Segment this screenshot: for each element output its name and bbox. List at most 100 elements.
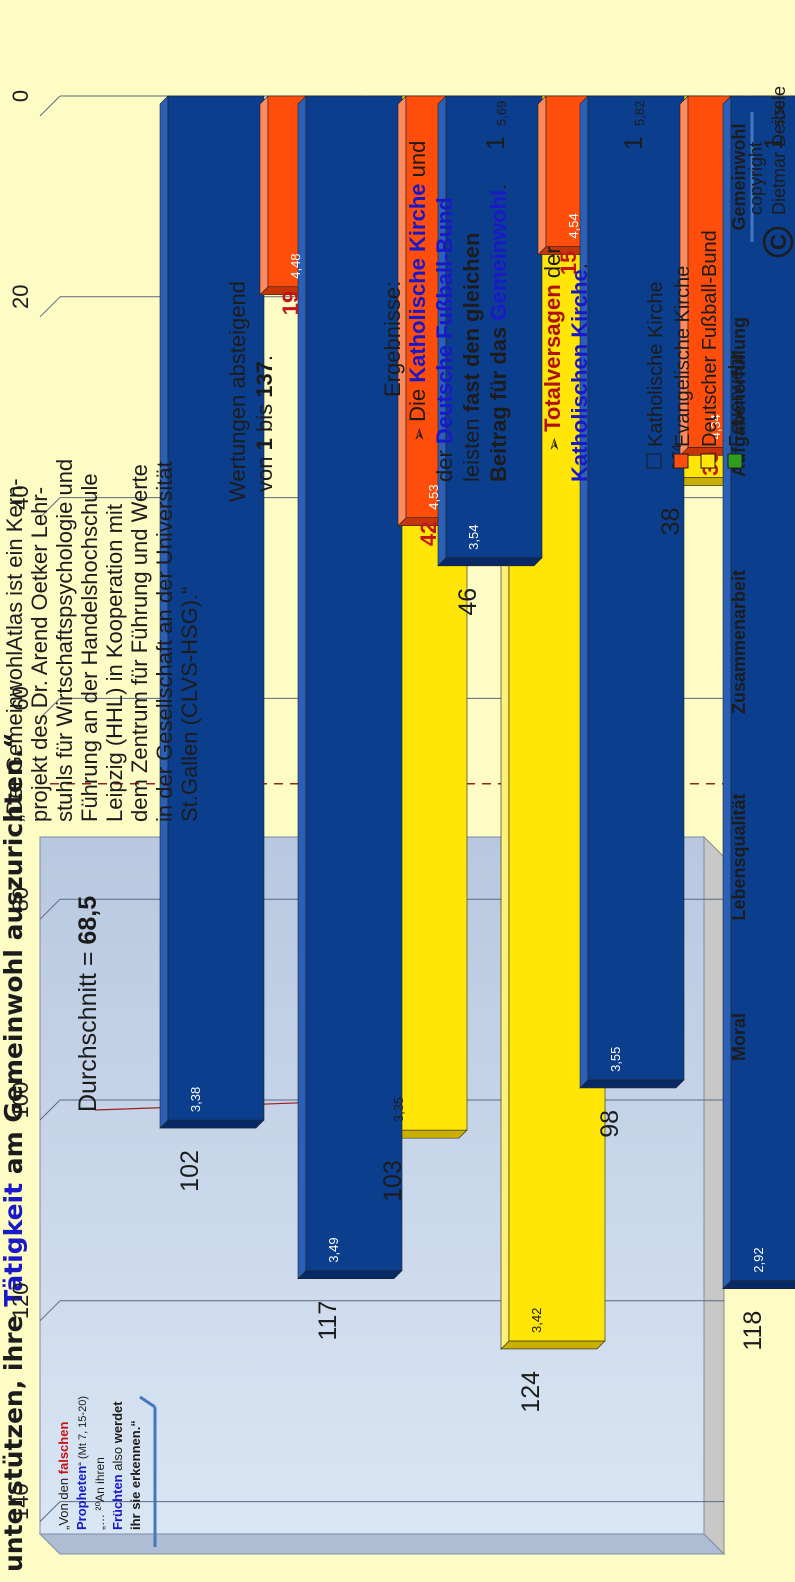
- results-heading: Ergebnisse:: [380, 281, 405, 397]
- svg-text:„… ²⁰An ihren: „… ²⁰An ihren: [93, 1457, 107, 1530]
- score-label-feuerwehr-1: 5,82: [632, 101, 647, 126]
- score-label-feuerwehr-0: 5,69: [494, 101, 509, 126]
- average-label: Durchschnitt = 68,5: [74, 896, 102, 1112]
- bar-top: [259, 95, 269, 296]
- y-tick-100: 100: [8, 1082, 33, 1119]
- rank-label-katholisch-1: 117: [314, 1301, 342, 1341]
- rank-label-dfb-2: 38: [657, 508, 685, 536]
- score-label-dfb-1: 3,42: [529, 1308, 544, 1333]
- category-label-0: Gemeinwohl: [729, 123, 749, 230]
- bar-katholisch-4: [722, 95, 795, 1290]
- ranking-line-1: Wertungen absteigend: [225, 281, 250, 502]
- bar-side: [297, 1270, 403, 1279]
- rank-label-evangelisch-2: 15: [556, 251, 581, 275]
- gridline-depth-0: [39, 95, 61, 117]
- bar-side: [579, 1079, 685, 1089]
- y-tick-0: 0: [8, 90, 33, 102]
- info-line-1: „Der GemeinwohlAtlas ist ein Kern-: [2, 478, 27, 822]
- category-label-2: Zusammenarbeit: [729, 570, 749, 714]
- results-block: Ergebnisse: ➢ Die Katholische Kirche und…: [380, 141, 592, 482]
- info-block: „Der GemeinwohlAtlas ist ein Kern- proje…: [2, 281, 277, 822]
- quote-divider-end: [139, 1395, 156, 1409]
- y-tick-140: 140: [8, 1483, 33, 1520]
- gridline-depth-140: [39, 1501, 61, 1522]
- bar-top: [537, 95, 547, 256]
- legend-swatch-feuerwehr: [727, 453, 743, 469]
- rank-label-katholisch-0: 102: [176, 1150, 204, 1192]
- bar-katholisch-2: [437, 95, 543, 567]
- bar-side: [159, 1119, 265, 1129]
- gridline-depth-60: [39, 698, 61, 719]
- legend-swatch-katholisch: [646, 453, 662, 469]
- result-2-line-1: ➢ Totalversagen der: [540, 246, 565, 452]
- bar-katholisch-0: [159, 95, 265, 1129]
- gridline-depth-120: [39, 1300, 61, 1322]
- bar-front: [445, 95, 543, 559]
- y-tick-120: 120: [8, 1282, 33, 1319]
- rank-label-katholisch-2: 46: [454, 588, 482, 616]
- y-tick-60: 60: [8, 686, 33, 710]
- rank-label-feuerwehr-0: 1: [482, 136, 510, 150]
- svg-text:„Von den falschen: „Von den falschen: [56, 1422, 71, 1530]
- rank-label-dfb-1: 124: [517, 1371, 545, 1413]
- info-line-6: dem Zentrum für Führung und Werte: [127, 464, 152, 822]
- bar-katholisch-1: [297, 95, 403, 1280]
- rank-label-dfb-0: 103: [379, 1160, 407, 1202]
- rank-label-katholisch-3: 98: [596, 1110, 624, 1138]
- category-label-3: Lebensqualität: [729, 793, 749, 920]
- legend-label-dfb: Deutscher Fußball-Bund: [699, 230, 721, 447]
- info-line-3: stuhls für Wirtschaftspsychologie und: [52, 459, 77, 822]
- rank-label-feuerwehr-1: 1: [620, 136, 648, 150]
- score-label-feuerwehr-2: 5,50: [772, 101, 787, 126]
- category-label-4: Moral: [729, 1013, 749, 1061]
- score-label-katholisch-1: 3,49: [326, 1237, 341, 1262]
- score-label-dfb-0: 3,35: [391, 1097, 406, 1122]
- y-tick-20: 20: [8, 285, 33, 309]
- gridline-depth-20: [39, 296, 61, 318]
- svg-text:ihr sie erkennen.“: ihr sie erkennen.“: [128, 1420, 143, 1530]
- copyright-line-1: copyright: [746, 142, 766, 215]
- info-line-7: in der Gesellschaft an der Universität: [152, 461, 177, 822]
- bar-front: [587, 95, 685, 1081]
- bar-katholisch-3: [579, 95, 685, 1089]
- info-line-2: projekt des Dr. Arend Oetker Lehr-: [27, 487, 52, 822]
- legend-swatch-dfb: [700, 453, 716, 469]
- bar-front: [305, 95, 403, 1271]
- info-line-4: Führung an der Handelshochschule: [77, 473, 102, 822]
- result-1-line-2: der Deutsche Fußball-Bund: [432, 197, 457, 482]
- chart-side-wall: [38, 1533, 726, 1555]
- chart-floor: [703, 835, 725, 1556]
- score-label-katholisch-2: 3,54: [466, 525, 481, 550]
- rank-label-katholisch-4: 118: [739, 1311, 767, 1351]
- score-label-katholisch-4: 2,92: [751, 1247, 766, 1272]
- gridline-depth-80: [39, 898, 61, 920]
- result-1-line-3: leisten fast den gleichen: [459, 233, 484, 482]
- bar-side: [437, 557, 543, 567]
- y-tick-40: 40: [8, 485, 33, 509]
- legend: Katholische Kirche Evangelische Kirche Deu…: [645, 230, 748, 469]
- quote-box: „Von den falschen Propheten“ (Mt 7, 15-2…: [56, 1396, 143, 1530]
- copyright-line-2: Dietmar Deibele: [769, 86, 789, 215]
- svg-text:Propheten“ (Mt 7, 15-20): Propheten“ (Mt 7, 15-20): [74, 1396, 89, 1530]
- legend-label-katholisch: Katholische Kirche: [645, 281, 667, 447]
- legend-label-evangelisch: Evangelische Kirche: [672, 266, 694, 447]
- bar-side: [722, 1280, 795, 1290]
- copyright-block: C copyright Dietmar Deibele: [746, 86, 794, 258]
- bar-front: [167, 95, 265, 1121]
- copyright-icon: [762, 226, 794, 258]
- result-1-line-1: ➢ Die Katholische Kirche und: [405, 141, 430, 442]
- category-label-1: Aufgabenerfüllung: [729, 317, 749, 477]
- info-line-8: St.Gallen (CLVS-HSG).“: [177, 586, 202, 822]
- score-label-evangelisch-3: 4,34: [708, 414, 723, 439]
- info-line-5: Leipzig (HHL) in Kooperation mit: [102, 504, 127, 822]
- rank-label-evangelisch-1: 42: [416, 522, 441, 546]
- ranking-line-2: von 1 bis 137.: [252, 355, 277, 492]
- gridline-depth-100: [39, 1099, 61, 1121]
- rank-label-evangelisch-0: 19: [278, 291, 303, 315]
- legend-swatch-evangelisch: [673, 453, 689, 469]
- score-label-katholisch-3: 3,55: [608, 1047, 623, 1072]
- y-tick-80: 80: [8, 887, 33, 911]
- bar-top: [579, 95, 589, 1089]
